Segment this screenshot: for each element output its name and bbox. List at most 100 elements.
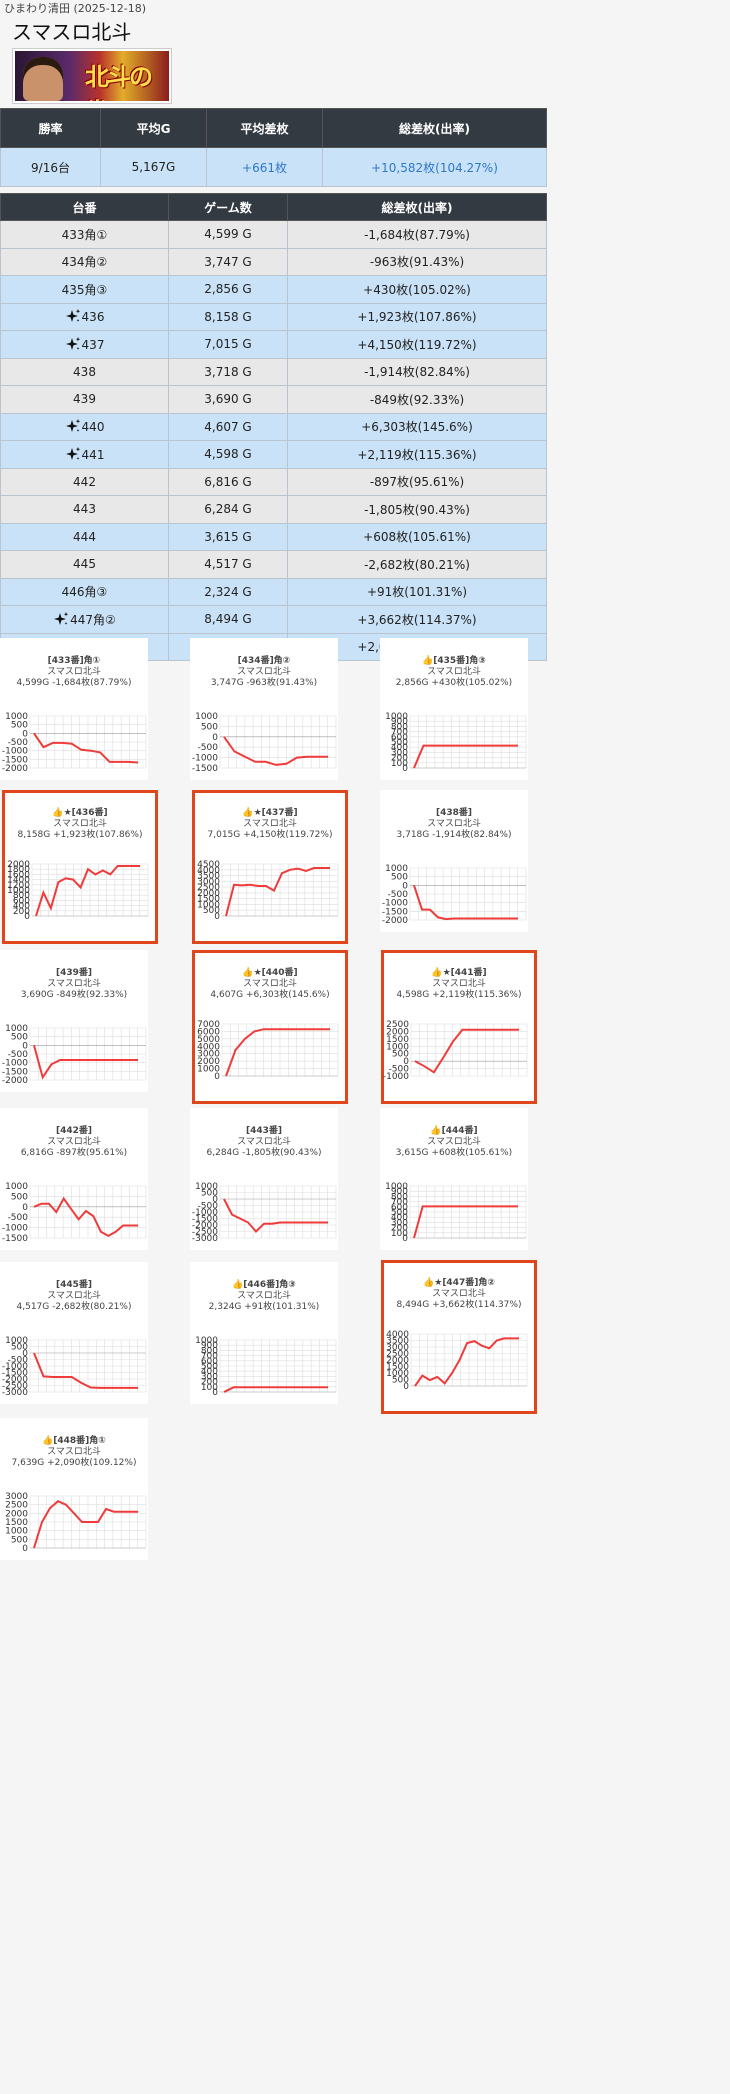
series-line bbox=[413, 884, 518, 921]
store-date: ひまわり清田 (2025-12-18) bbox=[4, 2, 147, 15]
machine-chart-card[interactable]: 👍★[447番]角② スマスロ北斗 8,494G +3,662枚(114.37%) 4… bbox=[381, 1260, 537, 1414]
y-tick-label: 500 bbox=[392, 1050, 409, 1060]
machine-chart-card[interactable]: 👍★[441番] スマスロ北斗 4,598G +2,119枚(115.36%) 250… bbox=[381, 950, 537, 1104]
summary-header: 勝率 bbox=[0, 108, 101, 148]
machine-number[interactable]: 433角① bbox=[0, 220, 169, 249]
machine-chart-card[interactable]: [445番] スマスロ北斗 4,517G -2,682枚(80.21%) 1000 50… bbox=[0, 1262, 148, 1404]
machine-header: 台番 bbox=[0, 193, 169, 221]
machine-number[interactable]: 435角③ bbox=[0, 275, 169, 304]
chart-title: [448番]角① bbox=[53, 1436, 106, 1446]
chart-label: [445番] スマスロ北斗 4,517G -2,682枚(80.21%) bbox=[0, 1280, 148, 1313]
machine-number[interactable]: 441 bbox=[0, 440, 169, 469]
table-row[interactable]: 445 4,517 G -2,682枚(80.21%) bbox=[0, 550, 547, 579]
machine-chart-card[interactable]: [443番] スマスロ北斗 6,284G -1,805枚(90.43%) 1000 50… bbox=[190, 1108, 338, 1250]
chart-stats: 4,517G -2,682枚(80.21%) bbox=[16, 1302, 132, 1312]
table-row[interactable]: 443 6,284 G -1,805枚(90.43%) bbox=[0, 495, 547, 524]
table-row[interactable]: 438 3,718 G -1,914枚(82.84%) bbox=[0, 357, 547, 386]
y-tick-label: 1500 bbox=[197, 895, 220, 905]
thumbs-up-icon: 👍 bbox=[52, 808, 64, 818]
table-row[interactable]: 436 8,158 G +1,923枚(107.86%) bbox=[0, 302, 547, 331]
y-tick-label: 0 bbox=[402, 881, 408, 891]
machine-chart-card[interactable]: [442番] スマスロ北斗 6,816G -897枚(95.61%) 1000 500 0… bbox=[0, 1108, 148, 1250]
table-row[interactable]: 444 3,615 G +608枚(105.61%) bbox=[0, 522, 547, 551]
y-tick-label: 1000 bbox=[195, 1336, 218, 1346]
table-row[interactable]: 437 7,015 G +4,150枚(119.72%) bbox=[0, 330, 547, 359]
table-row[interactable]: 447角② 8,494 G +3,662枚(114.37%) bbox=[0, 605, 547, 634]
chart-stats: 3,615G +608枚(105.61%) bbox=[395, 1148, 513, 1158]
thumbs-up-icon: 👍 bbox=[232, 1280, 244, 1290]
y-tick-label: 1400 bbox=[7, 876, 30, 886]
y-tick-label: 4000 bbox=[386, 1330, 409, 1340]
chart-title: ★[440番] bbox=[253, 968, 298, 978]
machine-chart-card[interactable]: 👍[435番]角③ スマスロ北斗 2,856G +430枚(105.02%) 1000… bbox=[380, 638, 528, 780]
machine-number[interactable]: 439 bbox=[0, 385, 169, 414]
table-row[interactable]: 439 3,690 G -849枚(92.33%) bbox=[0, 385, 547, 414]
table-row[interactable]: 440 4,607 G +6,303枚(145.6%) bbox=[0, 412, 547, 441]
series-line bbox=[223, 1198, 328, 1233]
machine-chart-card[interactable]: 👍★[437番] スマスロ北斗 7,015G +4,150枚(119.72%) 450… bbox=[192, 790, 348, 944]
machine-chart-card[interactable]: 👍[446番]角③ スマスロ北斗 2,324G +91枚(101.31%) 1000 9… bbox=[190, 1262, 338, 1404]
machine-number-label: 445 bbox=[73, 557, 96, 572]
table-row[interactable]: 433角① 4,599 G -1,684枚(87.79%) bbox=[0, 220, 547, 249]
y-tick-label: 0 bbox=[22, 1544, 28, 1552]
y-tick-label: 2000 bbox=[386, 1356, 409, 1366]
y-tick-label: -1000 bbox=[2, 1224, 28, 1234]
table-row[interactable]: 442 6,816 G -897枚(95.61%) bbox=[0, 467, 547, 496]
sparkle-icon bbox=[54, 611, 69, 625]
page-title: スマスロ北斗 bbox=[12, 20, 132, 44]
machine-number[interactable]: 444 bbox=[0, 522, 169, 551]
chart-stats: 6,284G -1,805枚(90.43%) bbox=[206, 1148, 322, 1158]
machine-number[interactable]: 443 bbox=[0, 495, 169, 524]
machine-number-label: 438 bbox=[73, 364, 96, 379]
y-tick-label: -1500 bbox=[382, 907, 408, 917]
machine-number[interactable]: 442 bbox=[0, 467, 169, 496]
diff-coins: -897枚(95.61%) bbox=[287, 467, 547, 496]
y-tick-label: 0 bbox=[22, 1041, 28, 1051]
table-row[interactable]: 446角③ 2,324 G +91枚(101.31%) bbox=[0, 577, 547, 606]
machine-number[interactable]: 438 bbox=[0, 357, 169, 386]
y-tick-label: 0 bbox=[24, 912, 30, 920]
chart-stats: 2,324G +91枚(101.31%) bbox=[208, 1302, 320, 1312]
chart-stats: 4,598G +2,119枚(115.36%) bbox=[396, 990, 522, 1000]
table-row[interactable]: 434角② 3,747 G -963枚(91.43%) bbox=[0, 247, 547, 276]
chart-title: ★[437番] bbox=[253, 808, 298, 818]
chart-label: 👍★[437番] スマスロ北斗 7,015G +4,150枚(119.72%) bbox=[195, 808, 345, 841]
machine-chart-card[interactable]: [433番]角① スマスロ北斗 4,599G -1,684枚(87.79%) 1000… bbox=[0, 638, 148, 780]
chart-title: [444番] bbox=[441, 1126, 478, 1136]
table-row[interactable]: 441 4,598 G +2,119枚(115.36%) bbox=[0, 440, 547, 469]
y-tick-label: 700 bbox=[391, 728, 408, 738]
summary-header: 平均G bbox=[100, 108, 207, 148]
machine-chart-card[interactable]: 👍[448番]角① スマスロ北斗 7,639G +2,090枚(109.12%) 30… bbox=[0, 1418, 148, 1560]
y-tick-label: 0 bbox=[22, 729, 28, 739]
machine-number[interactable]: 445 bbox=[0, 550, 169, 579]
machine-number[interactable]: 447角② bbox=[0, 605, 169, 634]
machine-chart-card[interactable]: 👍★[436番] スマスロ北斗 8,158G +1,923枚(107.86%) 200… bbox=[2, 790, 158, 944]
banner-image[interactable]: 北斗の拳 bbox=[12, 48, 172, 104]
series-line bbox=[225, 1028, 330, 1077]
chart-label: [438番] スマスロ北斗 3,718G -1,914枚(82.84%) bbox=[380, 808, 528, 841]
machine-header: ゲーム数 bbox=[168, 193, 288, 221]
diff-coins: +2,119枚(115.36%) bbox=[287, 440, 547, 469]
chart-title: [446番]角③ bbox=[243, 1280, 296, 1290]
machine-chart-card[interactable]: [439番] スマスロ北斗 3,690G -849枚(92.33%) 1000 500 0… bbox=[0, 950, 148, 1092]
machine-number[interactable]: 437 bbox=[0, 330, 169, 359]
game-count: 3,718 G bbox=[168, 357, 288, 386]
series-line bbox=[413, 744, 518, 769]
machine-chart-card[interactable]: [434番]角② スマスロ北斗 3,747G -963枚(91.43%) 1000 50… bbox=[190, 638, 338, 780]
chart-title: ★[436番] bbox=[63, 808, 108, 818]
y-tick-label: 400 bbox=[201, 1367, 218, 1377]
machine-chart-card[interactable]: 👍★[440番] スマスロ北斗 4,607G +6,303枚(145.6%) 7000… bbox=[192, 950, 348, 1104]
machine-number-label: 437 bbox=[81, 337, 105, 352]
table-row[interactable]: 435角③ 2,856 G +430枚(105.02%) bbox=[0, 275, 547, 304]
y-tick-label: 600 bbox=[201, 1357, 218, 1367]
machine-number[interactable]: 436 bbox=[0, 302, 169, 331]
machine-number[interactable]: 446角③ bbox=[0, 577, 169, 606]
machine-chart-card[interactable]: 👍[444番] スマスロ北斗 3,615G +608枚(105.61%) 1000 90… bbox=[380, 1108, 528, 1250]
machine-chart-card[interactable]: [438番] スマスロ北斗 3,718G -1,914枚(82.84%) 1000 50… bbox=[380, 790, 528, 932]
chart-stats: 8,494G +3,662枚(114.37%) bbox=[396, 1300, 522, 1310]
machine-number[interactable]: 434角② bbox=[0, 247, 169, 276]
y-tick-label: 500 bbox=[391, 738, 408, 748]
chart-subtitle: スマスロ北斗 bbox=[47, 1137, 101, 1147]
machine-number[interactable]: 440 bbox=[0, 412, 169, 441]
